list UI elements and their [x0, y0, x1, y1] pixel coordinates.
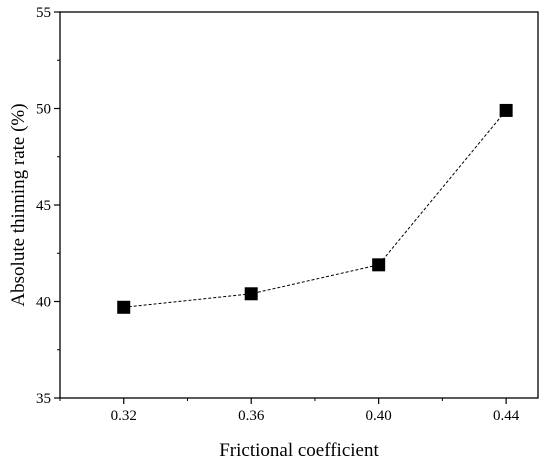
y-tick-label: 55	[36, 5, 51, 21]
x-tick-label: 0.36	[238, 408, 265, 424]
data-point-marker	[499, 103, 513, 117]
y-tick-label: 35	[36, 391, 51, 407]
x-tick-label: 0.32	[111, 408, 137, 424]
data-point-marker	[244, 287, 258, 301]
plot-frame	[59, 11, 539, 399]
data-point-marker	[117, 300, 131, 314]
x-tick-label: 0.40	[366, 408, 392, 424]
x-axis-ticks: 0.32 0.36 0.40 0.44	[59, 398, 520, 424]
series-line	[123, 110, 507, 308]
series-layer	[117, 103, 513, 314]
y-tick-label: 50	[36, 102, 51, 118]
x-tick-label: 0.44	[493, 408, 520, 424]
y-tick-label: 45	[36, 198, 51, 214]
data-point-marker	[372, 258, 386, 272]
y-tick-label: 40	[36, 295, 51, 311]
y-axis-ticks: 35 40 45 50 55	[36, 5, 60, 407]
y-axis-title: Absolute thinning rate (%)	[8, 103, 29, 306]
x-axis-title: Frictional coefficient	[219, 440, 379, 461]
